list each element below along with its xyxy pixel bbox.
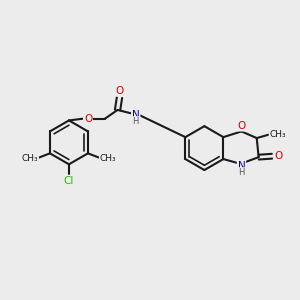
- Text: O: O: [84, 113, 92, 124]
- Text: H: H: [238, 168, 245, 177]
- Text: Cl: Cl: [64, 176, 74, 185]
- Text: N: N: [132, 110, 140, 120]
- Text: O: O: [274, 151, 283, 161]
- Text: CH₃: CH₃: [269, 130, 286, 139]
- Text: N: N: [238, 161, 245, 171]
- Text: O: O: [237, 121, 246, 131]
- Text: O: O: [116, 86, 124, 96]
- Text: CH₃: CH₃: [22, 154, 38, 163]
- Text: CH₃: CH₃: [100, 154, 116, 163]
- Text: H: H: [133, 117, 139, 126]
